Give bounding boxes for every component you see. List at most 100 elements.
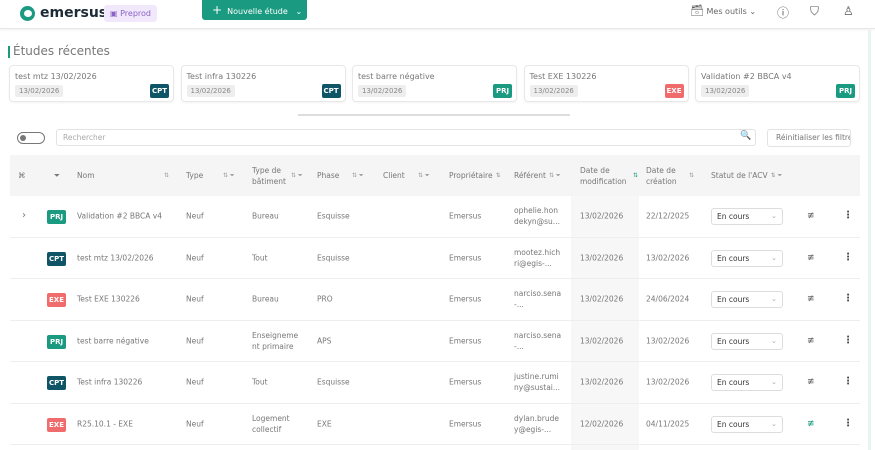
col-status[interactable]: Statut de l'ACV ⇅ ⏷ bbox=[711, 155, 782, 196]
status-select[interactable]: En cours ⌄ bbox=[711, 249, 783, 267]
chevron-down-icon: ⌄ bbox=[771, 419, 777, 428]
cell-building: Bureau bbox=[252, 294, 279, 304]
more-options-icon[interactable]: ⋮ bbox=[843, 210, 853, 221]
edit-list-icon[interactable]: ≢ bbox=[807, 418, 815, 429]
cell-phase: Esquisse bbox=[317, 253, 350, 263]
cell-referent: ophelie.hon dekyn@su... bbox=[514, 206, 560, 227]
recent-study-card[interactable]: test barre négative 13/02/2026 PRJ bbox=[352, 65, 517, 102]
tools-menu[interactable]: 🗃 Mes outils ⌄ bbox=[690, 4, 756, 17]
status-value: En cours bbox=[717, 295, 750, 304]
sort-icon[interactable]: ⇅ ⏷ bbox=[770, 172, 783, 179]
user-icon[interactable]: ♙ bbox=[843, 4, 854, 18]
status-select[interactable]: En cours ⌄ bbox=[711, 291, 783, 308]
shield-icon[interactable]: ⛉ bbox=[810, 4, 820, 18]
status-select[interactable]: En cours ⌄ bbox=[711, 332, 783, 350]
section-accent bbox=[8, 46, 10, 58]
top-bar: emersus ▣ Preprod + Nouvelle étude ⌄ 🗃 M… bbox=[0, 0, 875, 29]
edit-list-icon[interactable]: ≢ bbox=[807, 294, 815, 304]
cell-referent: narciso.sena -... bbox=[514, 330, 562, 351]
status-value: En cours bbox=[717, 253, 750, 263]
sort-icon[interactable]: ⇅ ⏷ bbox=[291, 172, 303, 179]
cell-modified: 13/02/2026 bbox=[580, 253, 624, 263]
help-icon[interactable]: ⓘ bbox=[777, 6, 790, 20]
tree-view-toggle[interactable] bbox=[17, 132, 45, 144]
status-select[interactable]: En cours ⌄ bbox=[711, 374, 783, 391]
col-referent[interactable]: Référent ⇅ ⏷ bbox=[514, 155, 561, 196]
sort-icon[interactable]: ⇅ ⏷ bbox=[352, 172, 364, 179]
chevron-down-icon: ⌄ bbox=[771, 295, 777, 303]
cell-phase: EXE bbox=[317, 419, 332, 429]
cell-building: Bureau bbox=[252, 211, 279, 221]
table-row[interactable]: PRJ test barre négative Neuf Enseigneme nt … bbox=[10, 321, 860, 362]
recent-study-card[interactable]: Validation #2 BBCA v4 13/02/2026 PRJ bbox=[695, 65, 860, 102]
cell-owner: Emersus bbox=[449, 294, 482, 304]
hierarchy-icon[interactable]: ⌘ bbox=[18, 171, 26, 180]
table-row[interactable]: › PRJ Validation #2 BBCA v4 Neuf Bureau Esqui… bbox=[10, 196, 860, 238]
cell-created: 04/11/2025 bbox=[646, 419, 690, 429]
page-scrollbar[interactable] bbox=[868, 30, 871, 450]
sort-icon[interactable]: ⇅ ⏷ bbox=[548, 172, 561, 179]
status-select[interactable]: En cours ⌄ bbox=[711, 415, 783, 433]
cell-phase: Esquisse bbox=[317, 377, 350, 387]
cell-referent: justine.rumi ny@sustai... bbox=[514, 372, 561, 393]
search-input[interactable]: Rechercher bbox=[56, 129, 756, 146]
card-date: 13/02/2026 bbox=[529, 85, 578, 97]
tools-label: Mes outils bbox=[706, 7, 747, 16]
status-value: En cours bbox=[717, 212, 750, 221]
more-options-icon[interactable]: ⋮ bbox=[843, 334, 853, 346]
edit-list-icon[interactable]: ≢ bbox=[807, 377, 815, 387]
filter-icon[interactable]: ⏷ bbox=[54, 171, 60, 180]
col-created[interactable]: Date de création ⇅ bbox=[646, 155, 694, 196]
recent-study-card[interactable]: Test EXE 130226 13/02/2026 EXE bbox=[523, 65, 689, 102]
new-study-button[interactable]: + Nouvelle étude ⌄ bbox=[202, 0, 307, 20]
recent-study-card[interactable]: Test infra 130226 13/02/2026 CPT bbox=[180, 65, 346, 102]
cell-modified: 12/02/2026 bbox=[580, 419, 624, 429]
cell-created: 13/02/2026 bbox=[646, 253, 690, 263]
edit-list-icon[interactable]: ≢ bbox=[807, 211, 815, 221]
more-options-icon[interactable]: ⋮ bbox=[843, 376, 853, 387]
chevron-down-icon: ⌄ bbox=[771, 253, 777, 262]
brand-logo[interactable]: emersus bbox=[40, 5, 108, 21]
cell-created: 24/06/2024 bbox=[646, 294, 690, 304]
col-client-label: Client bbox=[383, 171, 405, 180]
recent-study-card[interactable]: test mtz 13/02/2026 13/02/2026 CPT bbox=[9, 65, 174, 102]
card-date: 13/02/2026 bbox=[701, 85, 750, 97]
col-client[interactable]: Client ⇅ ⏷ bbox=[383, 155, 430, 196]
chevron-down-icon: ⌄ bbox=[295, 7, 303, 16]
plus-icon: + bbox=[212, 3, 223, 17]
status-select[interactable]: En cours ⌄ bbox=[711, 208, 783, 225]
edit-list-icon[interactable]: ≢ bbox=[807, 335, 815, 346]
more-options-icon[interactable]: ⋮ bbox=[843, 293, 853, 304]
cell-owner: Emersus bbox=[449, 211, 482, 221]
sort-icon[interactable]: ⇅ ⏷ bbox=[223, 172, 235, 179]
table-row[interactable]: EXE Test EXE 130226 Neuf Bureau PRO Emersus na… bbox=[10, 279, 860, 321]
col-owner[interactable]: Propriétaire ⇅ bbox=[449, 155, 501, 196]
table-row[interactable]: CPT Test infra 130226 Neuf Tout Esquisse Emer… bbox=[10, 362, 860, 404]
study-type-badge: PRJ bbox=[47, 334, 66, 349]
table-row[interactable]: CPT test mtz 13/02/2026 Neuf Tout Esquisse Em… bbox=[10, 238, 860, 279]
sort-icon[interactable]: ⇅ ⏷ bbox=[418, 172, 430, 179]
study-type-badge: CPT bbox=[321, 84, 341, 98]
sort-active-icon[interactable]: ⇅ bbox=[633, 172, 639, 179]
cell-created: 22/12/2025 bbox=[646, 211, 690, 221]
more-options-icon[interactable]: ⋮ bbox=[843, 417, 853, 429]
sort-icon[interactable]: ⇅ bbox=[495, 172, 501, 179]
col-type[interactable]: Type ⇅ ⏷ bbox=[186, 155, 235, 196]
search-icon[interactable]: 🔍 bbox=[740, 131, 752, 141]
cards-scrollbar[interactable] bbox=[298, 114, 570, 116]
sort-icon[interactable]: ⇅ bbox=[163, 172, 169, 179]
col-owner-label: Propriétaire bbox=[449, 171, 493, 180]
cell-owner: Emersus bbox=[449, 253, 482, 263]
col-name[interactable]: Nom ⇅ bbox=[77, 155, 169, 196]
expand-chevron-icon[interactable]: › bbox=[22, 210, 26, 221]
col-building[interactable]: Type de bâtiment ⇅ ⏷ bbox=[252, 155, 303, 196]
more-options-icon[interactable]: ⋮ bbox=[843, 251, 853, 263]
reset-filters-button[interactable]: Réinitialiser les filtres bbox=[767, 129, 851, 147]
edit-list-icon[interactable]: ≢ bbox=[807, 252, 815, 263]
col-phase[interactable]: Phase ⇅ ⏷ bbox=[317, 155, 364, 196]
sort-icon[interactable]: ⇅ bbox=[689, 172, 695, 179]
col-modified[interactable]: Date de modification ⇅ bbox=[580, 155, 638, 196]
table-row[interactable]: EXE R25.10.1 - EXE Neuf Logement collectif E… bbox=[10, 404, 860, 445]
card-name: Test EXE 130226 bbox=[529, 72, 597, 81]
cell-building: Enseigneme nt primaire bbox=[252, 330, 299, 351]
